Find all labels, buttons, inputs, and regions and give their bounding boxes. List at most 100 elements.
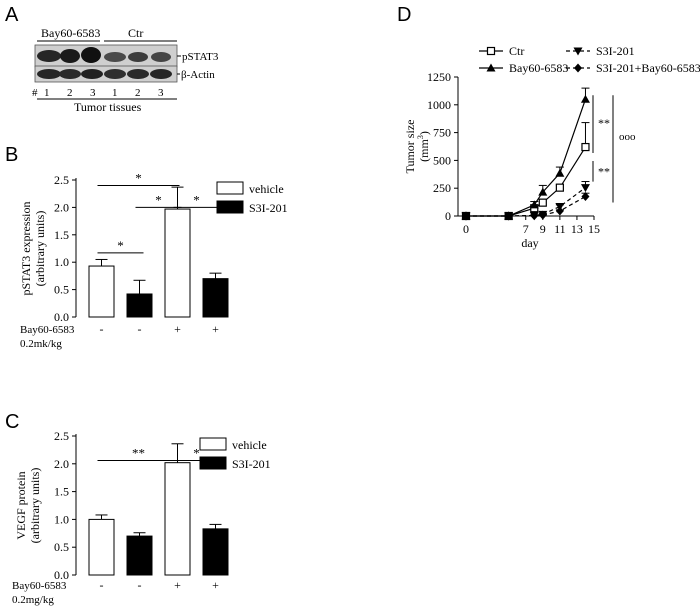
significance-mark: ** bbox=[598, 116, 610, 130]
y-tick-label: 0.5 bbox=[54, 540, 69, 554]
panel-b: B 0.0 0.5 1.0 1.5 2.0 2.5 - - + + Bay60-6583 0.2mk/… bbox=[5, 144, 288, 350]
y-axis-label-sup: 3 bbox=[416, 135, 425, 139]
treatment-sign: - bbox=[138, 322, 142, 336]
marker-square bbox=[581, 142, 590, 152]
bar bbox=[164, 462, 191, 576]
legend-swatch bbox=[199, 456, 227, 470]
bar bbox=[202, 528, 229, 576]
legend-label: vehicle bbox=[232, 438, 267, 452]
panel-c: C 0.0 0.5 1.0 1.5 2.0 2.5 - - + + Bay60-6583 0.2mg/… bbox=[5, 411, 271, 606]
significance-mark: ** bbox=[598, 164, 610, 178]
panel-a-xlabel: Tumor tissues bbox=[74, 100, 142, 114]
y-tick-label: 2.5 bbox=[54, 429, 69, 443]
series-line bbox=[466, 146, 586, 217]
y-axis-label-line-1: Tumor size bbox=[403, 120, 417, 174]
legend-swatch bbox=[199, 437, 227, 451]
y-tick-label: 0 bbox=[445, 209, 451, 223]
lane-1: 1 bbox=[44, 87, 50, 99]
treatment-sign: + bbox=[212, 322, 219, 336]
y-tick-label: 1250 bbox=[427, 70, 451, 84]
x-tick-label: 13 bbox=[571, 222, 583, 236]
series-line bbox=[466, 196, 586, 217]
y-axis-label-close: ) bbox=[417, 131, 431, 135]
y-axis-label-line-1: pSTAT3 expression bbox=[19, 201, 33, 295]
marker-diamond bbox=[530, 211, 539, 221]
marker-triangle-down bbox=[580, 184, 590, 193]
band-label-actin: β-Actin bbox=[181, 69, 215, 81]
x-tick-label: 0 bbox=[463, 222, 469, 236]
treatment-sign: - bbox=[138, 578, 142, 592]
y-tick-label: 0.0 bbox=[54, 568, 69, 582]
marker-triangle-up bbox=[580, 94, 590, 103]
y-tick-label: 750 bbox=[433, 126, 451, 140]
legend-label: vehicle bbox=[249, 182, 284, 196]
treatment-sign: + bbox=[174, 578, 181, 592]
treatment-label: Bay60-6583 bbox=[20, 324, 75, 336]
marker-square bbox=[486, 46, 496, 56]
significance-mark: * bbox=[193, 445, 200, 460]
bar bbox=[88, 265, 115, 318]
treatment-sign: - bbox=[100, 322, 104, 336]
y-axis-label-unit: (mm bbox=[417, 139, 431, 162]
treatment-label: Bay60-6583 bbox=[12, 580, 67, 592]
significance-mark: ooo bbox=[619, 131, 636, 143]
blot-pstat3 bbox=[34, 44, 178, 68]
blot-actin bbox=[34, 65, 178, 83]
marker-triangle-up bbox=[486, 63, 496, 72]
lane-prefix: # bbox=[32, 87, 38, 99]
chart-b: 0.0 0.5 1.0 1.5 2.0 2.5 - - + + Bay60-6583 0.2mk/kg… bbox=[19, 170, 288, 350]
bar bbox=[126, 535, 153, 576]
y-tick-label: 1.0 bbox=[54, 512, 69, 526]
y-axis-label: Tumor size(mm3) bbox=[403, 120, 431, 174]
legend-label: S3I-201+Bay60-6583 bbox=[596, 61, 700, 75]
treatment-sign: - bbox=[100, 578, 104, 592]
series-3 bbox=[462, 192, 590, 221]
marker-diamond bbox=[462, 211, 470, 221]
treatment-dose: 0.2mk/kg bbox=[20, 338, 62, 350]
x-tick-label: 15 bbox=[588, 222, 600, 236]
marker-triangle-up bbox=[529, 200, 539, 209]
band-label-pstat3: pSTAT3 bbox=[182, 51, 219, 63]
legend-swatch bbox=[216, 181, 244, 195]
chart-d: 0 250 500 750 1000 1250 0 7 9 11 13 15 day Tumor size… bbox=[403, 44, 700, 250]
panel-a-letter: A bbox=[5, 4, 19, 26]
panel-d: D 0 250 500 750 1000 1250 0 7 9 11 13 15 day Tumor si… bbox=[397, 4, 700, 250]
treatment-sign: + bbox=[212, 578, 219, 592]
significance-mark: ** bbox=[132, 445, 145, 460]
lane-5: 2 bbox=[135, 87, 141, 99]
y-tick-label: 2.0 bbox=[54, 457, 69, 471]
x-tick-label: 7 bbox=[523, 222, 529, 236]
marker-diamond bbox=[555, 206, 564, 216]
y-axis-label-line-2: (mm3) bbox=[416, 131, 431, 162]
y-tick-label: 1.0 bbox=[54, 255, 69, 269]
x-axis-label: day bbox=[521, 236, 538, 250]
treatment-dose: 0.2mg/kg bbox=[12, 594, 54, 606]
panel-c-letter: C bbox=[5, 411, 19, 433]
series-line bbox=[466, 187, 586, 217]
significance-mark: * bbox=[193, 192, 200, 207]
group-label-ctr: Ctr bbox=[128, 26, 143, 40]
x-tick-label: 9 bbox=[540, 222, 546, 236]
legend-label: S3I-201 bbox=[596, 44, 635, 58]
y-tick-label: 1.5 bbox=[54, 228, 69, 242]
marker-triangle-up bbox=[538, 187, 548, 196]
marker-diamond bbox=[574, 63, 582, 73]
marker-triangle-down bbox=[573, 47, 583, 56]
marker-diamond bbox=[504, 211, 513, 221]
marker-diamond bbox=[538, 210, 547, 220]
lane-3: 3 bbox=[90, 87, 96, 99]
panel-b-letter: B bbox=[5, 144, 18, 166]
bar bbox=[202, 278, 229, 318]
bar bbox=[88, 518, 115, 576]
series-2 bbox=[461, 181, 590, 221]
marker-square bbox=[555, 183, 564, 192]
y-tick-label: 1000 bbox=[427, 98, 451, 112]
marker-square bbox=[538, 198, 547, 207]
y-tick-label: 1.5 bbox=[54, 485, 69, 499]
significance-mark: * bbox=[117, 238, 124, 253]
significance-mark: * bbox=[135, 170, 142, 185]
legend-label: S3I-201 bbox=[249, 201, 288, 215]
bar bbox=[126, 293, 153, 318]
legend-swatch bbox=[216, 200, 244, 214]
